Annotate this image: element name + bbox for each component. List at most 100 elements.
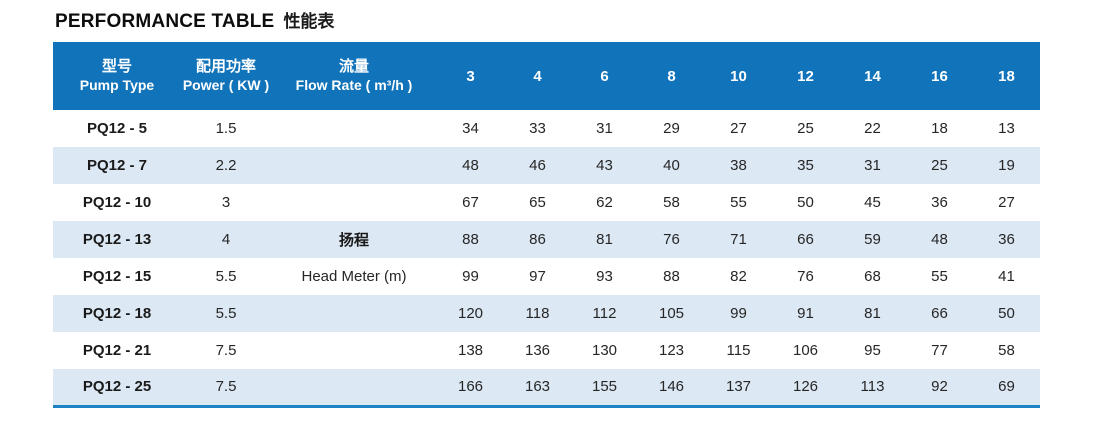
power-cell: 7.5 bbox=[181, 369, 271, 406]
head-value-cell: 58 bbox=[638, 184, 705, 221]
table-row: PQ12 - 15 5.5 Head Meter (m) 99 97 93 88… bbox=[53, 258, 1040, 295]
head-value-cell: 50 bbox=[973, 295, 1040, 332]
header-flow-12: 12 bbox=[772, 42, 839, 110]
pump-type-cell: PQ12 - 15 bbox=[53, 258, 181, 295]
head-value-cell: 25 bbox=[772, 110, 839, 147]
head-value-cell: 31 bbox=[571, 110, 638, 147]
table-row: PQ12 - 21 7.5 138 136 130 123 115 106 95… bbox=[53, 332, 1040, 369]
head-value-cell: 18 bbox=[906, 110, 973, 147]
head-value-cell: 36 bbox=[973, 221, 1040, 258]
head-label-en-cell: Head Meter (m) bbox=[271, 258, 437, 295]
head-value-cell: 35 bbox=[772, 147, 839, 184]
power-cell: 1.5 bbox=[181, 110, 271, 147]
header-power: 配用功率 Power ( KW ) bbox=[181, 42, 271, 110]
header-pump-type-zh: 型号 bbox=[101, 58, 132, 75]
head-label-cell bbox=[271, 295, 437, 332]
head-value-cell: 34 bbox=[437, 110, 504, 147]
head-value-cell: 19 bbox=[973, 147, 1040, 184]
header-flow-14: 14 bbox=[839, 42, 906, 110]
head-value-cell: 99 bbox=[705, 295, 772, 332]
head-value-cell: 62 bbox=[571, 184, 638, 221]
head-value-cell: 91 bbox=[772, 295, 839, 332]
head-value-cell: 41 bbox=[973, 258, 1040, 295]
head-value-cell: 25 bbox=[906, 147, 973, 184]
head-value-cell: 38 bbox=[705, 147, 772, 184]
table-row: PQ12 - 13 4 扬程 88 86 81 76 71 66 59 48 3… bbox=[53, 221, 1040, 258]
head-value-cell: 67 bbox=[437, 184, 504, 221]
power-cell: 2.2 bbox=[181, 147, 271, 184]
head-value-cell: 66 bbox=[906, 295, 973, 332]
head-value-cell: 82 bbox=[705, 258, 772, 295]
head-value-cell: 136 bbox=[504, 332, 571, 369]
head-value-cell: 43 bbox=[571, 147, 638, 184]
head-value-cell: 95 bbox=[839, 332, 906, 369]
page-title-zh: 性能表 bbox=[283, 12, 335, 31]
table-body: PQ12 - 5 1.5 34 33 31 29 27 25 22 18 13 … bbox=[53, 110, 1040, 406]
head-label-cell bbox=[271, 110, 437, 147]
head-value-cell: 45 bbox=[839, 184, 906, 221]
head-value-cell: 55 bbox=[705, 184, 772, 221]
head-value-cell: 27 bbox=[973, 184, 1040, 221]
head-value-cell: 99 bbox=[437, 258, 504, 295]
pump-type-cell: PQ12 - 7 bbox=[53, 147, 181, 184]
header-pump-type: 型号 Pump Type bbox=[53, 42, 181, 110]
head-value-cell: 166 bbox=[437, 369, 504, 406]
head-value-cell: 81 bbox=[571, 221, 638, 258]
table-row: PQ12 - 10 3 67 65 62 58 55 50 45 36 27 bbox=[53, 184, 1040, 221]
head-value-cell: 112 bbox=[571, 295, 638, 332]
header-flow-rate: 流量 Flow Rate ( m³/h ) bbox=[271, 42, 437, 110]
head-value-cell: 27 bbox=[705, 110, 772, 147]
header-flow-8: 8 bbox=[638, 42, 705, 110]
head-label-zh-cell: 扬程 bbox=[271, 221, 437, 258]
head-value-cell: 76 bbox=[638, 221, 705, 258]
table-row: PQ12 - 7 2.2 48 46 43 40 38 35 31 25 19 bbox=[53, 147, 1040, 184]
header-flow-3: 3 bbox=[437, 42, 504, 110]
header-power-en: Power ( KW ) bbox=[182, 77, 270, 93]
head-label-cell bbox=[271, 184, 437, 221]
head-value-cell: 59 bbox=[839, 221, 906, 258]
head-value-cell: 66 bbox=[772, 221, 839, 258]
performance-table: 型号 Pump Type 配用功率 Power ( KW ) 流量 Flow R… bbox=[53, 42, 1040, 408]
head-value-cell: 22 bbox=[839, 110, 906, 147]
head-value-cell: 50 bbox=[772, 184, 839, 221]
head-value-cell: 93 bbox=[571, 258, 638, 295]
head-value-cell: 115 bbox=[705, 332, 772, 369]
head-value-cell: 86 bbox=[504, 221, 571, 258]
pump-type-cell: PQ12 - 25 bbox=[53, 369, 181, 406]
head-value-cell: 92 bbox=[906, 369, 973, 406]
head-value-cell: 105 bbox=[638, 295, 705, 332]
header-flow-18: 18 bbox=[973, 42, 1040, 110]
head-value-cell: 36 bbox=[906, 184, 973, 221]
head-value-cell: 48 bbox=[437, 147, 504, 184]
pump-type-cell: PQ12 - 18 bbox=[53, 295, 181, 332]
power-cell: 5.5 bbox=[181, 258, 271, 295]
head-value-cell: 69 bbox=[973, 369, 1040, 406]
head-value-cell: 46 bbox=[504, 147, 571, 184]
power-cell: 5.5 bbox=[181, 295, 271, 332]
header-flow-10: 10 bbox=[705, 42, 772, 110]
head-value-cell: 137 bbox=[705, 369, 772, 406]
head-value-cell: 77 bbox=[906, 332, 973, 369]
head-value-cell: 65 bbox=[504, 184, 571, 221]
head-value-cell: 40 bbox=[638, 147, 705, 184]
power-cell: 7.5 bbox=[181, 332, 271, 369]
table-header: 型号 Pump Type 配用功率 Power ( KW ) 流量 Flow R… bbox=[53, 42, 1040, 110]
head-value-cell: 163 bbox=[504, 369, 571, 406]
head-value-cell: 113 bbox=[839, 369, 906, 406]
page-title-en: PERFORMANCE TABLE bbox=[55, 11, 275, 32]
header-flow-en: Flow Rate ( m³/h ) bbox=[295, 77, 413, 93]
pump-type-cell: PQ12 - 10 bbox=[53, 184, 181, 221]
header-pump-type-en: Pump Type bbox=[79, 77, 155, 93]
table-row: PQ12 - 25 7.5 166 163 155 146 137 126 11… bbox=[53, 369, 1040, 406]
power-cell: 4 bbox=[181, 221, 271, 258]
table-row: PQ12 - 18 5.5 120 118 112 105 99 91 81 6… bbox=[53, 295, 1040, 332]
header-flow-16: 16 bbox=[906, 42, 973, 110]
table-row: PQ12 - 5 1.5 34 33 31 29 27 25 22 18 13 bbox=[53, 110, 1040, 147]
head-label-cell bbox=[271, 332, 437, 369]
head-value-cell: 138 bbox=[437, 332, 504, 369]
page-title: PERFORMANCE TABLE 性能表 bbox=[55, 7, 334, 33]
head-value-cell: 106 bbox=[772, 332, 839, 369]
header-row: 型号 Pump Type 配用功率 Power ( KW ) 流量 Flow R… bbox=[53, 42, 1040, 110]
head-value-cell: 55 bbox=[906, 258, 973, 295]
